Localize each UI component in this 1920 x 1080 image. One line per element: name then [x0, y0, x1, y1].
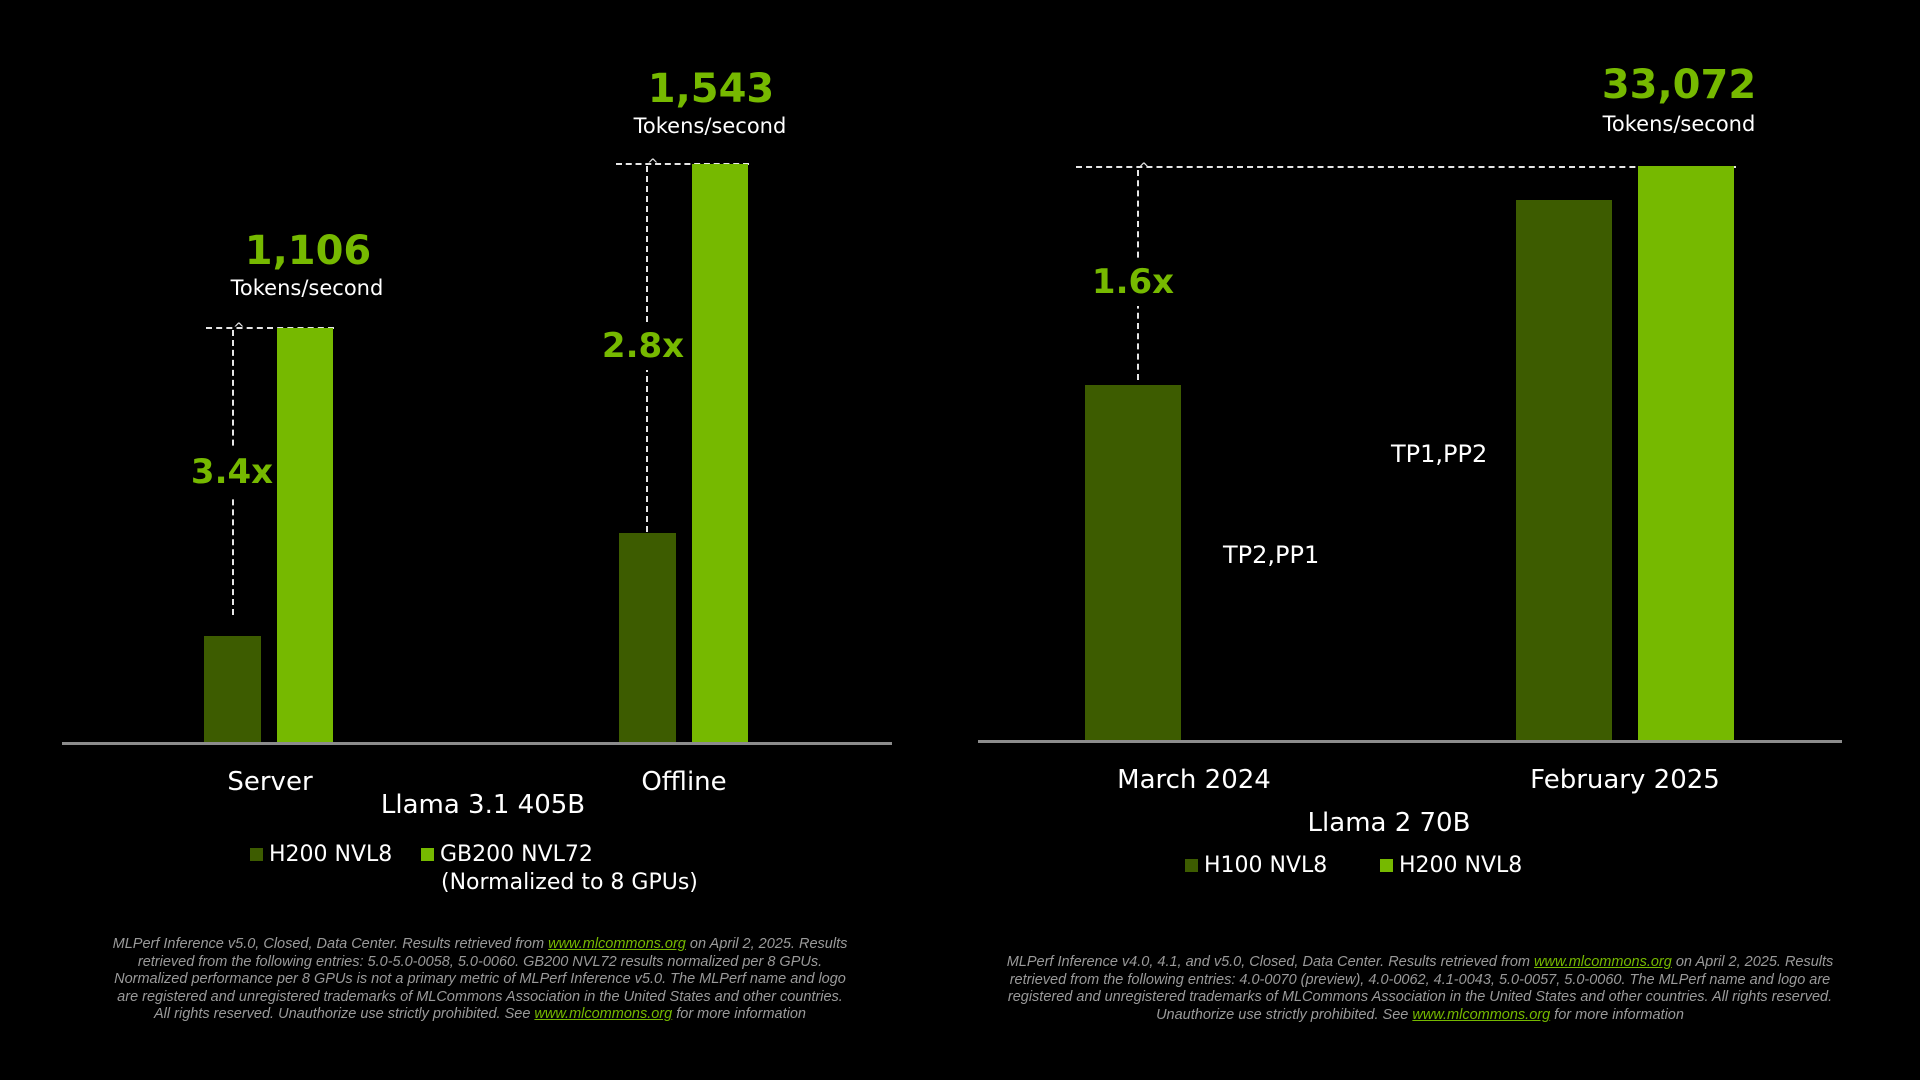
mlcommons-link[interactable]: www.mlcommons.org: [534, 1006, 673, 1022]
footnote-text: MLPerf Inference v5.0, Closed, Data Cent…: [112, 936, 549, 952]
bar-feb2025-h200: [1638, 166, 1734, 741]
legend-swatch-dark-green: [1185, 859, 1198, 872]
annotation-tp2-pp1: TP2,PP1: [1223, 541, 1320, 569]
x-label-march-2024: March 2024: [1117, 765, 1271, 795]
bar-feb2025-h100: [1516, 200, 1612, 741]
legend-label: H200 NVL8: [1399, 853, 1523, 878]
legend-label: H100 NVL8: [1204, 853, 1328, 878]
offline-unit: Tokens/second: [633, 114, 787, 138]
footnote-text: on April 2, 2025. Results: [685, 936, 848, 952]
legend-swatch-bright-green: [421, 848, 434, 861]
offline-reference-line: [616, 163, 749, 165]
mlcommons-link[interactable]: www.mlcommons.org: [548, 936, 686, 952]
annotation-tp1-pp2: TP1,PP2: [1391, 440, 1488, 468]
bar-offline-h200: [619, 533, 676, 743]
feb2025-unit: Tokens/second: [1602, 112, 1756, 136]
server-multiplier: 3.4x: [190, 448, 274, 496]
offline-multiplier: 2.8x: [601, 322, 685, 370]
x-label-server: Server: [227, 767, 313, 797]
footnote-text: retrieved from the following entries: 4.…: [1009, 971, 1831, 988]
legend-swatch-dark-green: [250, 848, 263, 861]
footnote-text: MLPerf Inference v4.0, 4.1, and v5.0, Cl…: [1006, 954, 1535, 970]
left-footnote: MLPerf Inference v5.0, Closed, Data Cent…: [40, 936, 920, 1024]
footnote-text: for more information: [1550, 1006, 1684, 1023]
mlcommons-link[interactable]: www.mlcommons.org: [1412, 1006, 1551, 1023]
bar-server-h200: [204, 636, 261, 743]
legend-item-h200: H200 NVL8: [1380, 853, 1522, 878]
x-label-february-2025: February 2025: [1530, 765, 1720, 795]
right-chart-title: Llama 2 70B: [1307, 808, 1471, 838]
legend-label: GB200 NVL72: [440, 842, 593, 867]
x-axis: [62, 742, 892, 745]
legend-item-gb200: GB200 NVL72: [421, 842, 593, 867]
x-axis: [978, 740, 1842, 743]
footnote-text: on April 2, 2025. Results: [1671, 954, 1834, 970]
multiplier-label: 1.6x: [1091, 258, 1175, 306]
legend-item-h100: H100 NVL8: [1185, 853, 1327, 878]
server-unit: Tokens/second: [230, 276, 384, 300]
x-label-offline: Offline: [641, 767, 727, 797]
right-footnote: MLPerf Inference v4.0, 4.1, and v5.0, Cl…: [920, 954, 1920, 1024]
legend-item-h200: H200 NVL8: [250, 842, 392, 867]
footnote-text: are registered and unregistered trademar…: [117, 988, 843, 1005]
reference-line: [1076, 166, 1736, 168]
bar-server-gb200: [277, 328, 333, 743]
footnote-text: retrieved from the following entries: 5.…: [137, 953, 823, 970]
footnote-text: registered and unregistered trademarks o…: [1007, 989, 1833, 1005]
legend-swatch-bright-green: [1380, 859, 1393, 872]
server-reference-line: [206, 327, 334, 329]
bar-mar2024-h100: [1085, 385, 1181, 741]
legend-label: H200 NVL8: [269, 842, 393, 867]
left-chart-title: Llama 3.1 405B: [380, 790, 586, 820]
mlcommons-link[interactable]: www.mlcommons.org: [1534, 954, 1672, 970]
footnote-text: Unauthorize use strictly prohibited. See: [1156, 1006, 1413, 1023]
feb2025-value: 33,072: [1601, 62, 1757, 108]
offline-value: 1,543: [647, 66, 775, 112]
footnote-text: All rights reserved. Unauthorize use str…: [154, 1006, 535, 1022]
legend-note: (Normalized to 8 GPUs): [441, 870, 698, 895]
footnote-text: for more information: [672, 1006, 806, 1022]
server-value: 1,106: [244, 228, 372, 274]
bar-offline-gb200: [692, 164, 748, 743]
footnote-text: Normalized performance per 8 GPUs is not…: [114, 971, 846, 987]
